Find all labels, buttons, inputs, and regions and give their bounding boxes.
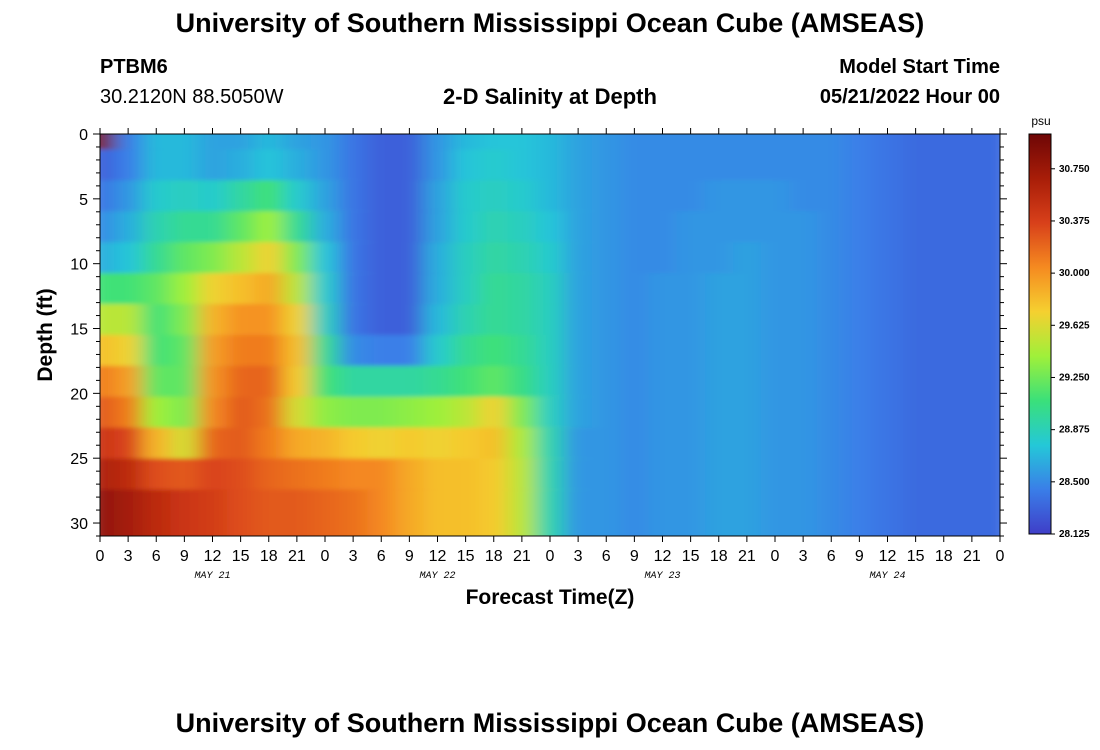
axes: 0 3 6 9 12 15 18 21 0 3 6 9 12 15 18 21 0 3 6 9 12 15 18 21 0 3 6 9… bbox=[70, 127, 1007, 582]
x-tick-label: 21 bbox=[288, 548, 306, 565]
colorbar-tick-label: 28.875 bbox=[1059, 425, 1090, 436]
colorbar: psu 30.750 30.375 30.000 29.625 29.250 28.875… bbox=[1028, 114, 1090, 540]
x-tick-label: 6 bbox=[152, 548, 161, 565]
colorbar-tick-label: 28.125 bbox=[1059, 529, 1090, 540]
x-tick-label: 15 bbox=[682, 548, 700, 565]
x-tick-label: 6 bbox=[377, 548, 386, 565]
y-tick-label: 10 bbox=[70, 257, 88, 274]
x-tick-label: 21 bbox=[513, 548, 531, 565]
x-tick-label: 0 bbox=[321, 548, 330, 565]
salinity-heatmap-chart: 0 3 6 9 12 15 18 21 0 3 6 9 12 15 18 21 0 3 6 9 12 15 18 21 0 3 6 9… bbox=[34, 114, 1090, 609]
y-tick-label: 30 bbox=[70, 516, 88, 533]
model-start-label: Model Start Time bbox=[839, 56, 1000, 78]
y-tick-label: 5 bbox=[79, 192, 88, 209]
y-tick-label: 15 bbox=[70, 322, 88, 339]
colorbar-tick-label: 29.625 bbox=[1059, 320, 1090, 331]
y-tick-label: 0 bbox=[79, 127, 88, 144]
x-tick-label: 21 bbox=[738, 548, 756, 565]
x-tick-label: 12 bbox=[429, 548, 447, 565]
y-tick-label: 25 bbox=[70, 451, 88, 468]
colorbar-tick-label: 30.375 bbox=[1059, 216, 1090, 227]
date-label: MAY 22 bbox=[419, 571, 455, 582]
x-tick-label: 9 bbox=[180, 548, 189, 565]
x-tick-label: 3 bbox=[124, 548, 133, 565]
x-tick-label: 18 bbox=[485, 548, 503, 565]
x-tick-label: 15 bbox=[907, 548, 925, 565]
chart-title: University of Southern Mississippi Ocean… bbox=[175, 8, 925, 38]
date-label: MAY 24 bbox=[869, 571, 905, 582]
station-coordinates: 30.2120N 88.5050W bbox=[100, 86, 284, 108]
heatmap-cells bbox=[100, 134, 1000, 536]
footer-title: University of Southern Mississippi Ocean… bbox=[175, 708, 925, 738]
x-axis-label: Forecast Time(Z) bbox=[466, 586, 635, 609]
colorbar-unit: psu bbox=[1031, 114, 1050, 128]
x-tick-label: 15 bbox=[457, 548, 475, 565]
x-tick-label: 9 bbox=[630, 548, 639, 565]
colorbar-tick-label: 28.500 bbox=[1059, 477, 1090, 488]
date-label: MAY 23 bbox=[644, 571, 680, 582]
colorbar-tick-label: 29.250 bbox=[1059, 372, 1090, 383]
x-tick-label: 18 bbox=[935, 548, 953, 565]
station-id: PTBM6 bbox=[100, 56, 168, 78]
x-tick-label: 3 bbox=[574, 548, 583, 565]
x-tick-label: 18 bbox=[710, 548, 728, 565]
x-tick-label: 0 bbox=[996, 548, 1005, 565]
x-tick-label: 9 bbox=[405, 548, 414, 565]
x-tick-label: 0 bbox=[96, 548, 105, 565]
chart-subtitle: 2-D Salinity at Depth bbox=[443, 84, 657, 109]
x-tick-label: 21 bbox=[963, 548, 981, 565]
x-tick-label: 3 bbox=[799, 548, 808, 565]
x-tick-label: 12 bbox=[204, 548, 222, 565]
colorbar-gradient bbox=[1028, 133, 1052, 535]
x-tick-label: 0 bbox=[771, 548, 780, 565]
x-tick-label: 6 bbox=[827, 548, 836, 565]
x-tick-label: 12 bbox=[654, 548, 672, 565]
x-tick-label: 0 bbox=[546, 548, 555, 565]
date-label: MAY 21 bbox=[194, 571, 230, 582]
y-tick-label: 20 bbox=[70, 386, 88, 403]
x-tick-label: 3 bbox=[349, 548, 358, 565]
model-start-value: 05/21/2022 Hour 00 bbox=[819, 86, 1000, 108]
x-tick-label: 18 bbox=[260, 548, 278, 565]
colorbar-tick-label: 30.750 bbox=[1059, 164, 1090, 175]
x-tick-label: 9 bbox=[855, 548, 864, 565]
x-tick-label: 12 bbox=[879, 548, 897, 565]
x-tick-label: 6 bbox=[602, 548, 611, 565]
y-axis-label: Depth (ft) bbox=[34, 288, 57, 381]
colorbar-tick-label: 30.000 bbox=[1059, 268, 1090, 279]
x-tick-label: 15 bbox=[232, 548, 250, 565]
heatmap-cell bbox=[957, 489, 1000, 536]
